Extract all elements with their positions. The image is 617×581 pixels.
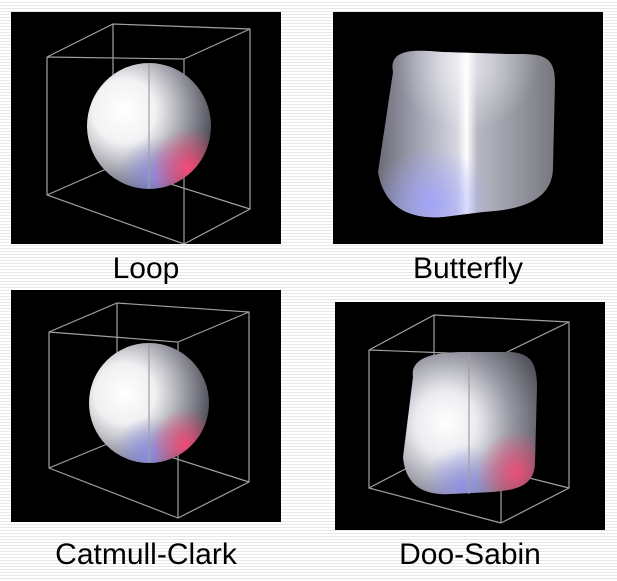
doo-sabin-caption: Doo-Sabin (399, 538, 541, 571)
loop-sphere-image (46, 23, 251, 244)
butterfly-cube-image (378, 50, 555, 218)
doo-sabin-render (335, 302, 605, 530)
loop-caption: Loop (112, 252, 180, 285)
butterfly-caption: Butterfly (412, 252, 524, 285)
butterfly-render (333, 12, 603, 244)
catmull-clark-sphere-image (48, 302, 250, 519)
catmull-clark-caption: Catmull-Clark (55, 538, 237, 571)
doo-sabin-cube-image (368, 314, 570, 524)
loop-render (11, 12, 281, 244)
catmull-clark-render (11, 290, 281, 522)
